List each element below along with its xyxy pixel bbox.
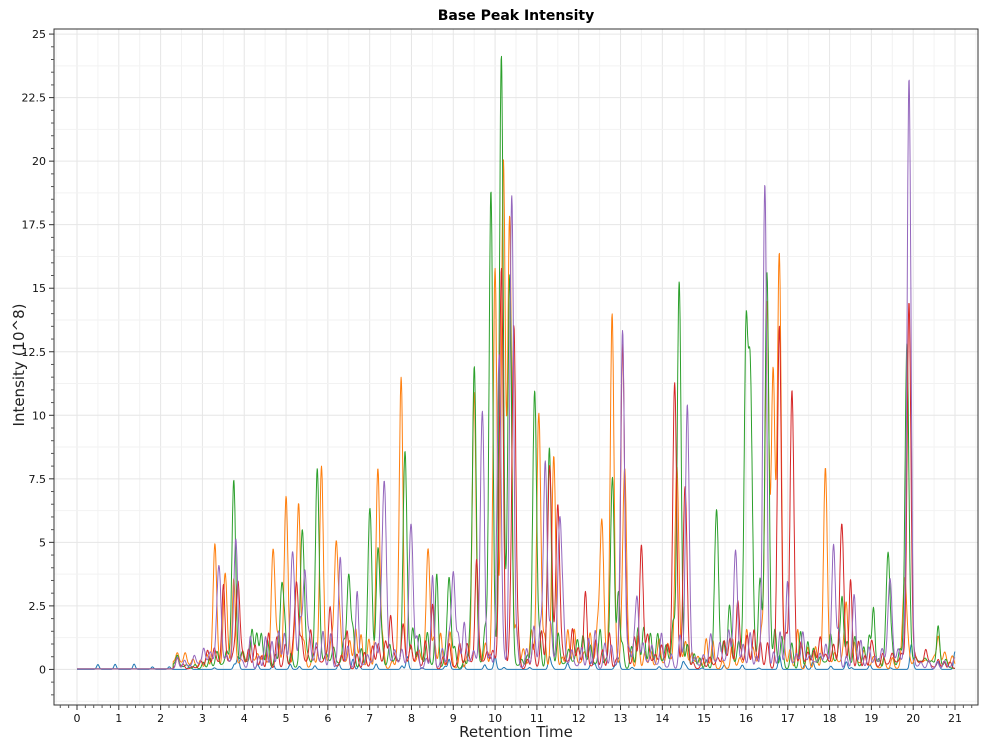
chart-title: Base Peak Intensity <box>437 8 595 24</box>
plot-frame <box>53 28 979 706</box>
x-tick-label: 16 <box>739 712 753 725</box>
x-axis-label: Retention Time <box>459 723 573 741</box>
y-tick-label: 15 <box>32 282 46 295</box>
y-tick-label: 0 <box>39 663 46 676</box>
x-tick-label: 6 <box>324 712 331 725</box>
y-tick-label: 5 <box>39 536 46 549</box>
y-tick-label: 25 <box>32 28 46 41</box>
y-tick-label: 12.5 <box>22 346 47 359</box>
series-line-5 <box>76 79 956 670</box>
x-tick-label: 2 <box>157 712 164 725</box>
x-tick-label: 15 <box>697 712 711 725</box>
x-tick-label: 11 <box>530 712 544 725</box>
x-tick-label: 17 <box>781 712 795 725</box>
axes: 0 1 2 3 4 5 6 7 8 9 10 11 12 13 14 15 16 17 18 19 20 2102.557… <box>22 28 973 725</box>
x-tick-label: 18 <box>823 712 837 725</box>
y-tick-label: 10 <box>32 409 46 422</box>
x-tick-label: 21 <box>948 712 962 725</box>
x-tick-label: 5 <box>283 712 290 725</box>
y-tick-label: 20 <box>32 155 46 168</box>
series-line-3 <box>76 55 956 670</box>
y-tick-label: 2.5 <box>29 600 47 613</box>
x-tick-label: 10 <box>488 712 502 725</box>
series-line-4 <box>76 267 956 670</box>
y-tick-label: 22.5 <box>22 92 47 105</box>
x-tick-label: 0 <box>73 712 80 725</box>
x-tick-label: 12 <box>572 712 586 725</box>
x-tick-label: 14 <box>655 712 669 725</box>
x-tick-label: 20 <box>906 712 920 725</box>
x-tick-label: 7 <box>366 712 373 725</box>
x-tick-label: 19 <box>864 712 878 725</box>
x-tick-label: 4 <box>241 712 248 725</box>
x-tick-label: 9 <box>450 712 457 725</box>
x-tick-label: 8 <box>408 712 415 725</box>
y-tick-label: 7.5 <box>29 473 47 486</box>
y-tick-label: 17.5 <box>22 219 47 232</box>
x-tick-label: 13 <box>614 712 628 725</box>
x-tick-label: 1 <box>115 712 122 725</box>
x-tick-label: 3 <box>199 712 206 725</box>
series-line-1 <box>76 644 956 670</box>
series-group <box>76 55 956 670</box>
